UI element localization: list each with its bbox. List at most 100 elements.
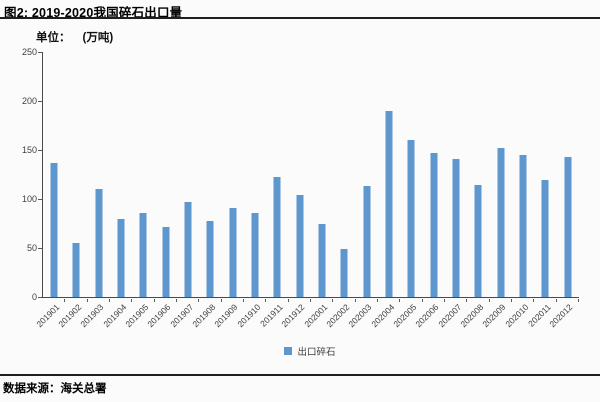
bar (519, 154, 527, 297)
x-tick-mark (488, 299, 490, 302)
bar (564, 156, 572, 297)
x-tick-mark (332, 299, 334, 302)
bar-slot: 201903 (79, 52, 110, 329)
x-tick-mark (399, 299, 401, 302)
bar-slot: 201902 (56, 52, 87, 329)
bar-slot: 202011 (526, 52, 556, 329)
bar-slot: 202008 (458, 52, 489, 329)
bar (50, 162, 58, 297)
x-tick-label: 201911 (257, 302, 285, 329)
plot-area: 201901 201902 201903 201904 201905 201906 2019… (34, 52, 579, 329)
bar-slot: 201911 (258, 52, 288, 329)
y-tick-label: 0 (31, 292, 37, 302)
unit-label: 单位： (36, 32, 71, 44)
legend: 出口碎石 (42, 344, 578, 358)
x-tick-mark (377, 299, 378, 302)
bar (430, 152, 438, 297)
x-tick-label: 202011 (525, 302, 553, 329)
y-tick-label: 250 (21, 47, 37, 57)
x-tick-label: 202004 (369, 302, 397, 330)
bar-slot: 201910 (235, 52, 266, 329)
bar (72, 243, 80, 297)
x-tick-mark (198, 299, 200, 302)
legend-swatch-icon (284, 347, 293, 355)
x-tick-label: 202001 (302, 302, 330, 330)
x-tick-label: 201909 (212, 302, 240, 330)
unit-row: 单位： (万吨) (36, 29, 113, 45)
bar-slot: 202010 (503, 52, 534, 329)
bar (184, 201, 192, 297)
bar-slot: 202012 (548, 52, 579, 329)
x-tick-mark (265, 299, 267, 302)
bar (385, 110, 393, 297)
x-tick-mark (466, 299, 468, 302)
x-tick-mark (310, 299, 311, 302)
unit-value: (万吨) (82, 32, 114, 44)
bar (162, 227, 170, 297)
y-tick-label: 200 (21, 96, 37, 106)
title-divider-line (0, 17, 600, 19)
x-tick-label: 202010 (502, 302, 531, 330)
bar-slot: 201907 (168, 52, 199, 329)
bar-slot: 201912 (280, 52, 311, 329)
bar (363, 186, 371, 297)
x-tick-mark (444, 299, 445, 302)
bar (318, 224, 326, 297)
bar-slot: 202007 (436, 52, 467, 329)
bar (474, 185, 482, 297)
y-tick-label: 50 (26, 243, 37, 253)
x-tick-label: 201910 (235, 302, 263, 330)
x-tick-mark (511, 299, 512, 302)
y-tick-mark (38, 150, 42, 151)
bar-slot: 202001 (302, 52, 333, 329)
x-tick-mark (354, 299, 356, 302)
bar-slot: 202005 (391, 52, 422, 329)
bar (117, 218, 125, 297)
bar (139, 212, 147, 297)
bar (497, 148, 505, 297)
data-source-note: 数据来源：海关总署 (3, 383, 107, 395)
bar-slot: 202004 (369, 52, 400, 329)
x-tick-label: 201907 (168, 302, 196, 330)
x-tick-label: 201906 (145, 302, 173, 330)
footer-divider-line (0, 374, 600, 376)
bar (251, 212, 259, 297)
x-tick-label: 202007 (436, 302, 464, 330)
x-tick-mark (243, 299, 244, 302)
bar-slot: 202002 (324, 52, 355, 329)
x-tick-mark (220, 299, 222, 302)
y-tick-mark (38, 101, 42, 102)
bar (340, 248, 348, 297)
bar (407, 140, 415, 297)
x-tick-mark (421, 299, 423, 302)
x-tick-mark (533, 299, 535, 302)
x-tick-mark (176, 299, 177, 302)
x-tick-label: 202009 (480, 302, 508, 330)
x-tick-label: 201902 (56, 302, 84, 330)
legend-label: 出口碎石 (297, 347, 336, 358)
bars-row: 201901 201902 201903 201904 201905 201906 2019… (34, 52, 579, 329)
y-tick-mark (38, 248, 42, 249)
bar (229, 207, 237, 297)
bar-slot: 202009 (481, 52, 512, 329)
x-tick-label: 201908 (190, 302, 218, 330)
bar-slot: 202003 (347, 52, 378, 329)
x-tick-mark (131, 299, 133, 302)
bar-slot: 201901 (34, 52, 65, 329)
bar-slot: 201908 (190, 52, 221, 329)
x-tick-label: 202006 (413, 302, 441, 330)
x-tick-label: 201903 (78, 302, 106, 330)
bar-slot: 201906 (146, 52, 177, 329)
x-tick-label: 202002 (324, 302, 352, 330)
x-tick-label: 202012 (547, 302, 575, 330)
bar (273, 177, 281, 297)
bar-slot: 201905 (123, 52, 154, 329)
x-tick-label: 201905 (123, 302, 151, 330)
x-tick-label: 202003 (346, 302, 374, 330)
y-tick-label: 100 (21, 194, 37, 204)
bar (541, 180, 549, 297)
x-tick-label: 201901 (34, 302, 62, 330)
x-tick-mark (109, 299, 110, 302)
x-tick-label: 201904 (101, 302, 129, 330)
